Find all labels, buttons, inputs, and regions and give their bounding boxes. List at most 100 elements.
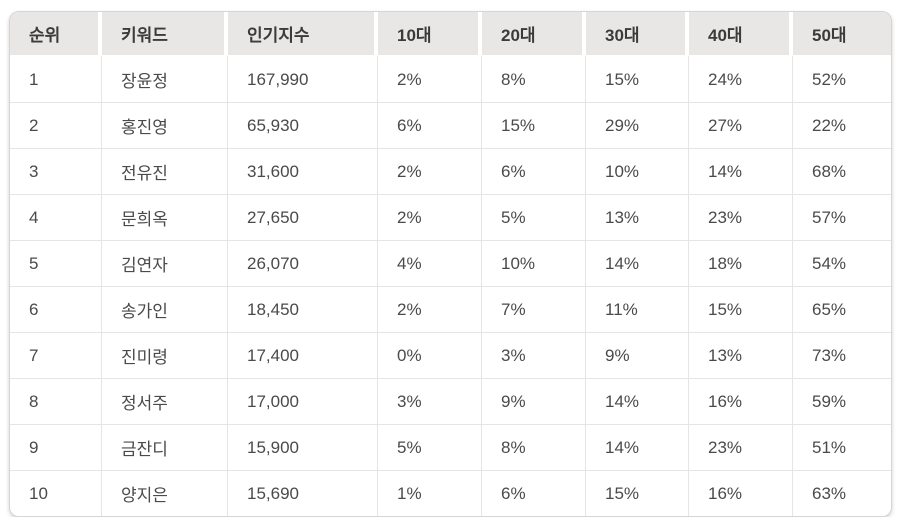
cell-keyword: 금잔디 (102, 424, 228, 470)
table-row: 5 김연자 26,070 4% 10% 14% 18% 54% (10, 240, 891, 286)
cell-age-30s: 15% (586, 470, 689, 516)
cell-age-40s: 24% (689, 55, 793, 102)
cell-age-40s: 23% (689, 424, 793, 470)
cell-rank: 8 (10, 378, 102, 424)
header-cell-age-50s: 50대 (793, 12, 891, 55)
cell-rank: 7 (10, 332, 102, 378)
cell-age-10s: 4% (378, 240, 482, 286)
header-cell-rank: 순위 (10, 12, 102, 55)
cell-age-30s: 11% (586, 286, 689, 332)
cell-age-40s: 27% (689, 102, 793, 148)
header-row: 순위 키워드 인기지수 10대 20대 30대 40대 50대 (10, 12, 891, 55)
cell-rank: 10 (10, 470, 102, 516)
cell-keyword: 정서주 (102, 378, 228, 424)
cell-age-20s: 3% (482, 332, 586, 378)
cell-age-30s: 14% (586, 378, 689, 424)
cell-age-20s: 5% (482, 194, 586, 240)
cell-age-30s: 10% (586, 148, 689, 194)
cell-age-40s: 23% (689, 194, 793, 240)
table-row: 1 장윤정 167,990 2% 8% 15% 24% 52% (10, 55, 891, 102)
cell-age-50s: 57% (793, 194, 891, 240)
table-body: 1 장윤정 167,990 2% 8% 15% 24% 52% 2 홍진영 65,930 6% 15% 2… (10, 55, 891, 516)
cell-keyword: 장윤정 (102, 55, 228, 102)
cell-age-10s: 2% (378, 148, 482, 194)
cell-keyword: 문희옥 (102, 194, 228, 240)
cell-popularity-index: 17,400 (228, 332, 378, 378)
cell-age-40s: 16% (689, 378, 793, 424)
cell-age-40s: 15% (689, 286, 793, 332)
cell-keyword: 진미령 (102, 332, 228, 378)
cell-age-30s: 14% (586, 424, 689, 470)
table-row: 9 금잔디 15,900 5% 8% 14% 23% 51% (10, 424, 891, 470)
cell-popularity-index: 27,650 (228, 194, 378, 240)
cell-age-10s: 5% (378, 424, 482, 470)
cell-age-50s: 65% (793, 286, 891, 332)
header-cell-age-10s: 10대 (378, 12, 482, 55)
cell-age-50s: 63% (793, 470, 891, 516)
cell-age-30s: 9% (586, 332, 689, 378)
cell-keyword: 송가인 (102, 286, 228, 332)
cell-popularity-index: 17,000 (228, 378, 378, 424)
cell-age-30s: 13% (586, 194, 689, 240)
cell-age-10s: 1% (378, 470, 482, 516)
table-row: 6 송가인 18,450 2% 7% 11% 15% 65% (10, 286, 891, 332)
cell-popularity-index: 31,600 (228, 148, 378, 194)
cell-age-10s: 6% (378, 102, 482, 148)
header-cell-popularity-index: 인기지수 (228, 12, 378, 55)
table-row: 7 진미령 17,400 0% 3% 9% 13% 73% (10, 332, 891, 378)
cell-age-30s: 29% (586, 102, 689, 148)
table-row: 10 양지은 15,690 1% 6% 15% 16% 63% (10, 470, 891, 516)
cell-age-50s: 54% (793, 240, 891, 286)
cell-age-40s: 14% (689, 148, 793, 194)
cell-age-10s: 0% (378, 332, 482, 378)
cell-age-40s: 13% (689, 332, 793, 378)
cell-age-20s: 15% (482, 102, 586, 148)
cell-rank: 5 (10, 240, 102, 286)
header-cell-age-30s: 30대 (586, 12, 689, 55)
cell-popularity-index: 18,450 (228, 286, 378, 332)
keyword-popularity-card: 순위 키워드 인기지수 10대 20대 30대 40대 50대 1 장윤정 167,990 2% 8%… (9, 11, 892, 517)
cell-rank: 1 (10, 55, 102, 102)
table-row: 2 홍진영 65,930 6% 15% 29% 27% 22% (10, 102, 891, 148)
cell-age-50s: 59% (793, 378, 891, 424)
cell-popularity-index: 26,070 (228, 240, 378, 286)
cell-age-10s: 2% (378, 194, 482, 240)
keyword-popularity-table: 순위 키워드 인기지수 10대 20대 30대 40대 50대 1 장윤정 167,990 2% 8%… (10, 12, 891, 516)
cell-rank: 9 (10, 424, 102, 470)
cell-popularity-index: 15,690 (228, 470, 378, 516)
cell-age-40s: 18% (689, 240, 793, 286)
table-row: 8 정서주 17,000 3% 9% 14% 16% 59% (10, 378, 891, 424)
header-cell-age-20s: 20대 (482, 12, 586, 55)
cell-age-20s: 8% (482, 55, 586, 102)
cell-age-20s: 9% (482, 378, 586, 424)
cell-age-50s: 22% (793, 102, 891, 148)
cell-keyword: 홍진영 (102, 102, 228, 148)
table-header: 순위 키워드 인기지수 10대 20대 30대 40대 50대 (10, 12, 891, 55)
cell-age-20s: 7% (482, 286, 586, 332)
cell-rank: 4 (10, 194, 102, 240)
cell-age-10s: 2% (378, 55, 482, 102)
cell-age-20s: 6% (482, 470, 586, 516)
header-cell-keyword: 키워드 (102, 12, 228, 55)
cell-age-50s: 51% (793, 424, 891, 470)
cell-age-30s: 15% (586, 55, 689, 102)
cell-age-40s: 16% (689, 470, 793, 516)
cell-popularity-index: 167,990 (228, 55, 378, 102)
cell-keyword: 김연자 (102, 240, 228, 286)
cell-age-10s: 2% (378, 286, 482, 332)
header-cell-age-40s: 40대 (689, 12, 793, 55)
cell-age-30s: 14% (586, 240, 689, 286)
table-row: 3 전유진 31,600 2% 6% 10% 14% 68% (10, 148, 891, 194)
cell-age-50s: 73% (793, 332, 891, 378)
cell-keyword: 전유진 (102, 148, 228, 194)
cell-age-50s: 68% (793, 148, 891, 194)
cell-rank: 2 (10, 102, 102, 148)
cell-rank: 3 (10, 148, 102, 194)
cell-age-20s: 6% (482, 148, 586, 194)
table-row: 4 문희옥 27,650 2% 5% 13% 23% 57% (10, 194, 891, 240)
cell-popularity-index: 15,900 (228, 424, 378, 470)
cell-age-20s: 10% (482, 240, 586, 286)
cell-age-10s: 3% (378, 378, 482, 424)
cell-popularity-index: 65,930 (228, 102, 378, 148)
cell-age-20s: 8% (482, 424, 586, 470)
